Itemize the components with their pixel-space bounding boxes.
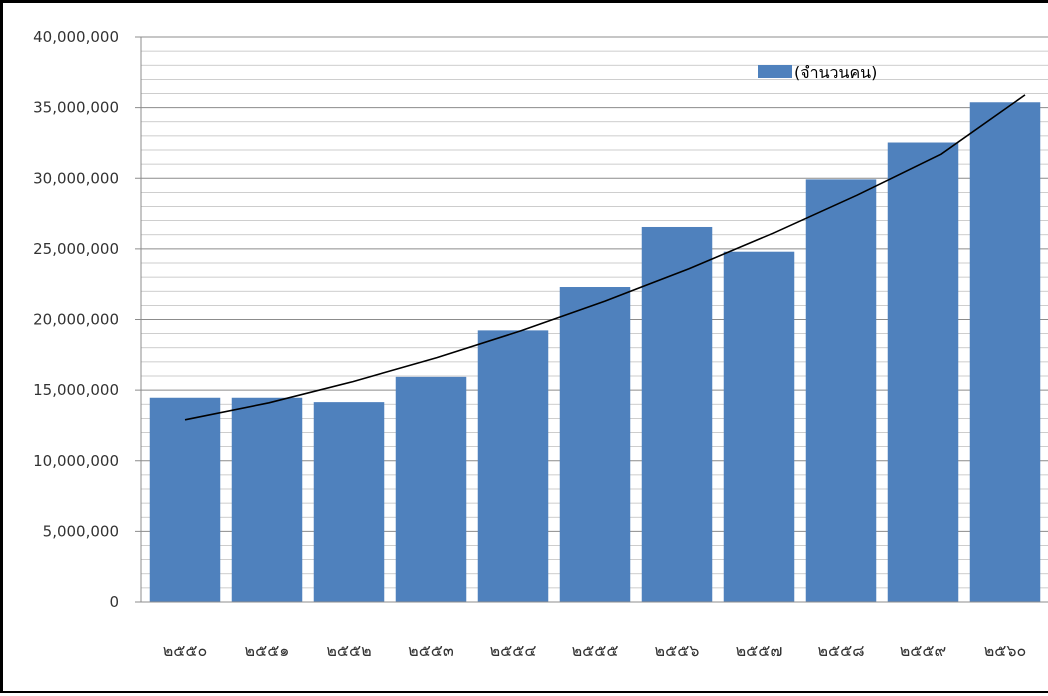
y-axis: 0 5,000,000 10,000,000 15,000,000 20,000,000…	[33, 28, 142, 611]
bar	[149, 397, 221, 602]
x-tick-label: ๒๕๕๐	[163, 641, 208, 660]
x-tick-label: ๒๕๕๒	[326, 641, 371, 660]
legend-swatch	[758, 65, 792, 78]
bar	[805, 179, 877, 602]
x-tick-label: ๒๕๕๙	[900, 641, 946, 660]
bar	[395, 376, 467, 602]
bar	[231, 397, 303, 602]
bar	[313, 402, 385, 602]
y-tick-label: 5,000,000	[43, 522, 119, 540]
y-tick-label: 25,000,000	[33, 240, 119, 258]
x-tick-label: ๒๕๕๔	[490, 641, 537, 660]
y-tick-label: 35,000,000	[33, 99, 119, 117]
trendline	[184, 94, 1026, 421]
x-tick-label: ๒๕๖๐	[984, 641, 1027, 660]
bar	[969, 102, 1041, 602]
x-tick-label: ๒๕๕๖	[655, 641, 700, 660]
bar	[477, 330, 549, 602]
bar-chart: 0 5,000,000 10,000,000 15,000,000 20,000,000…	[33, 28, 1048, 660]
x-tick-label: ๒๕๕๑	[245, 641, 290, 660]
legend: (จำนวนคน)	[758, 63, 877, 82]
bar	[887, 142, 959, 603]
x-tick-label: ๒๕๕๓	[408, 641, 454, 660]
x-tick-label: ๒๕๕๘	[817, 641, 864, 660]
x-tick-label: ๒๕๕๗	[736, 641, 783, 660]
y-tick-label: 10,000,000	[33, 452, 119, 470]
legend-label: (จำนวนคน)	[794, 63, 877, 82]
bar-series	[149, 102, 1041, 603]
bar	[723, 251, 795, 602]
y-tick-label: 15,000,000	[33, 381, 119, 399]
y-tick-label: 30,000,000	[33, 169, 119, 187]
x-axis: ๒๕๕๐ ๒๕๕๑ ๒๕๕๒ ๒๕๕๓ ๒๕๕๔ ๒๕๕๕ ๒๕๕๖ ๒๕๕๗ ๒๕๕๘ ๒๕๕๙…	[141, 601, 1048, 660]
bar	[559, 287, 631, 602]
y-tick-label: 20,000,000	[33, 311, 119, 329]
x-tick-label: ๒๕๕๕	[572, 641, 619, 660]
y-tick-label: 40,000,000	[33, 28, 119, 46]
y-tick-label: 0	[109, 593, 119, 611]
bar	[641, 226, 713, 602]
